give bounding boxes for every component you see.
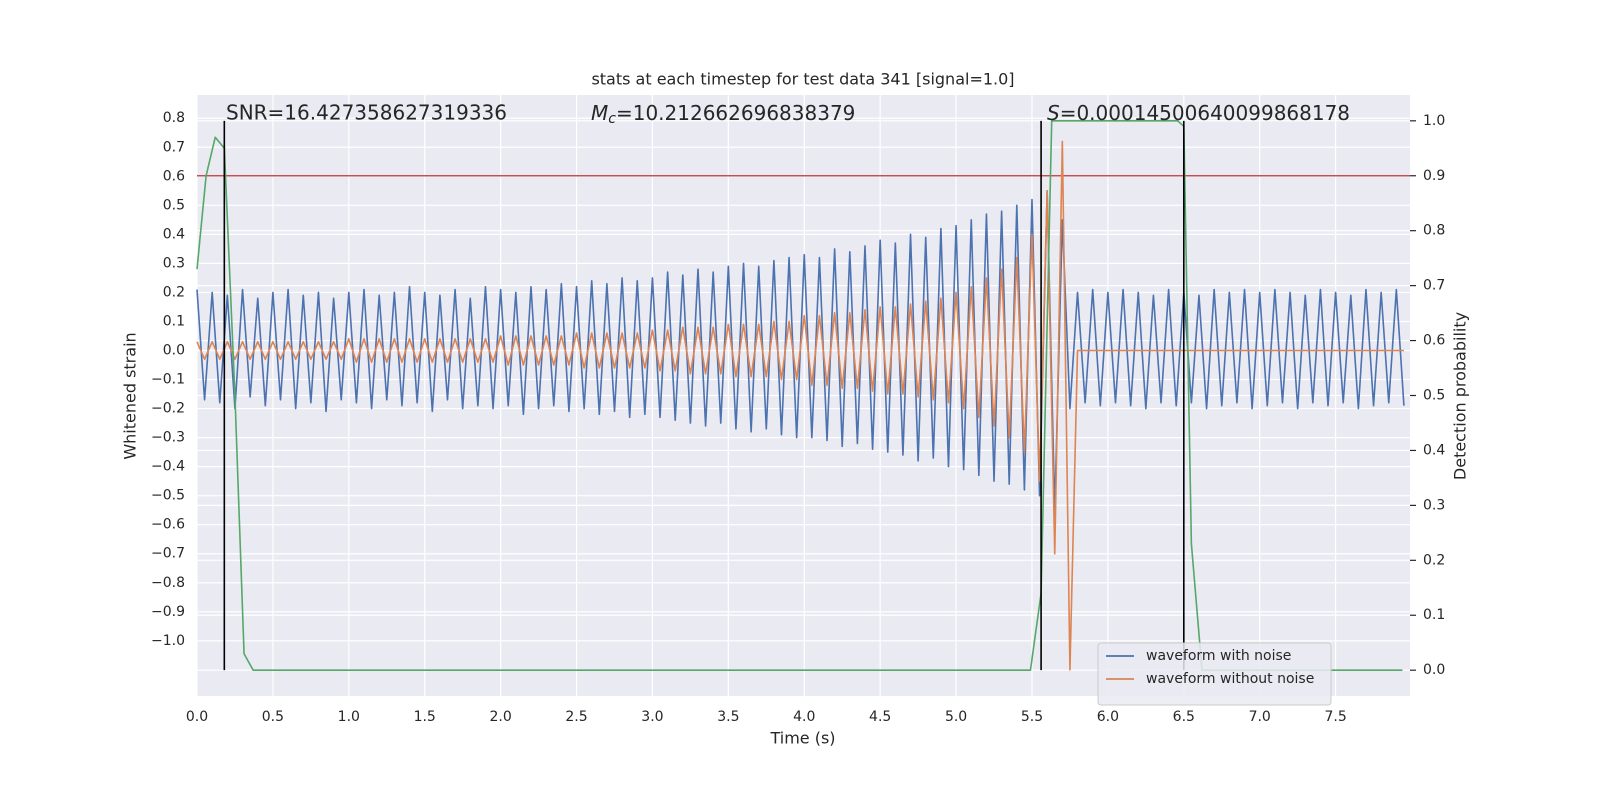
y-tick-label: −0.2 xyxy=(151,401,185,417)
y-tick-label: 0.2 xyxy=(163,284,185,300)
chart-title: stats at each timestep for test data 341… xyxy=(591,70,1014,89)
y2-tick-label: 0.8 xyxy=(1423,223,1445,239)
annotation-symbol: M xyxy=(591,101,608,125)
y-tick-label: 0.6 xyxy=(163,168,185,184)
annotation-text: =0.00014500640099868178 xyxy=(1060,101,1350,125)
x-axis-label: Time (s) xyxy=(769,729,835,748)
y2-tick-label: 0.3 xyxy=(1423,497,1445,513)
y-tick-label: −0.7 xyxy=(151,546,185,562)
y-tick-label: 0.4 xyxy=(163,226,185,242)
y2-tick-label: 0.6 xyxy=(1423,333,1445,349)
x-tick-label: 5.5 xyxy=(1021,709,1043,725)
x-tick-label: 6.0 xyxy=(1097,709,1119,725)
y2-tick-label: 0.1 xyxy=(1423,607,1445,623)
annotation: SNR=16.427358627319336 xyxy=(226,101,507,125)
y-tick-label: 0.8 xyxy=(163,110,185,126)
x-tick-label: 4.5 xyxy=(869,709,891,725)
annotation-symbol: S xyxy=(1047,101,1060,125)
y2-tick-label: 0.5 xyxy=(1423,388,1445,404)
x-tick-label: 7.0 xyxy=(1249,709,1271,725)
y2-tick-label: 0.7 xyxy=(1423,278,1445,294)
y-tick-label: −0.9 xyxy=(151,604,185,620)
x-tick-label: 7.5 xyxy=(1324,709,1346,725)
y-axis-label: Whitened strain xyxy=(121,332,140,459)
y2-tick-label: 0.0 xyxy=(1423,662,1445,678)
legend-label: waveform without noise xyxy=(1146,671,1314,687)
y2-tick-label: 1.0 xyxy=(1423,113,1445,129)
x-tick-label: 5.0 xyxy=(945,709,967,725)
y-tick-label: −0.6 xyxy=(151,517,185,533)
annotation: Mc=10.212662696838379 xyxy=(591,101,855,128)
annotation-text: =10.212662696838379 xyxy=(616,101,855,125)
x-tick-label: 3.0 xyxy=(641,709,663,725)
legend: waveform with noise waveform without nois… xyxy=(1097,642,1332,706)
y-tick-label: −0.1 xyxy=(151,372,185,388)
legend-label: waveform with noise xyxy=(1146,648,1291,664)
y-tick-label: −0.3 xyxy=(151,430,185,446)
x-tick-label: 3.5 xyxy=(717,709,739,725)
y-tick-label: 0.5 xyxy=(163,197,185,213)
x-tick-label: 0.5 xyxy=(262,709,284,725)
x-tick-label: 1.0 xyxy=(338,709,360,725)
x-tick-label: 1.5 xyxy=(414,709,436,725)
y-tick-label: 0.7 xyxy=(163,139,185,155)
y2-axis-label: Detection probability xyxy=(1451,312,1470,480)
y-tick-label: 0.0 xyxy=(163,342,185,358)
x-tick-label: 2.5 xyxy=(565,709,587,725)
series-line xyxy=(196,140,1404,671)
y2-tick-label: 0.2 xyxy=(1423,552,1445,568)
y-tick-label: −0.8 xyxy=(151,575,185,591)
series-line xyxy=(196,120,1403,671)
y-tick-label: 0.3 xyxy=(163,255,185,271)
legend-box xyxy=(1097,642,1332,706)
y-tick-label: −0.5 xyxy=(151,488,185,504)
y2-tick-label: 0.9 xyxy=(1423,168,1445,184)
x-tick-label: 6.5 xyxy=(1173,709,1195,725)
y2-tick-label: 0.4 xyxy=(1423,442,1445,458)
y-tick-label: 0.1 xyxy=(163,313,185,329)
annotation: S=0.00014500640099868178 xyxy=(1047,101,1350,125)
x-tick-label: 2.0 xyxy=(489,709,511,725)
y-tick-label: −0.4 xyxy=(151,459,185,475)
y-tick-label: −1.0 xyxy=(151,633,185,649)
annotation-subscript: c xyxy=(608,111,616,127)
marks xyxy=(196,120,1410,671)
x-tick-label: 4.0 xyxy=(793,709,815,725)
x-tick-label: 0.0 xyxy=(186,709,208,725)
